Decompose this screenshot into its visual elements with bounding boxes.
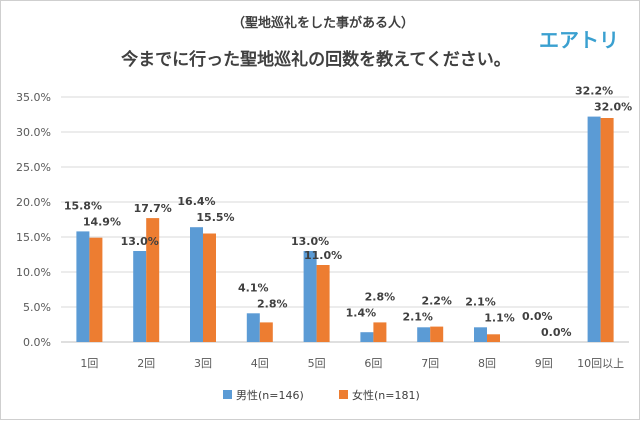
- data-label-female: 2.8%: [365, 290, 396, 303]
- y-tick-label: 20.0%: [16, 196, 51, 209]
- legend-label: 男性(n=146): [236, 388, 304, 402]
- bar-female: [600, 118, 614, 342]
- bar-female: [316, 265, 330, 342]
- x-tick-label: 4回: [251, 357, 269, 370]
- x-tick-label: 8回: [478, 357, 496, 370]
- data-label-male: 2.1%: [402, 311, 433, 324]
- data-labels: 15.8%14.9%13.0%17.7%16.4%15.5%4.1%2.8%13…: [64, 85, 632, 339]
- data-label-female: 11.0%: [304, 249, 342, 262]
- x-tick-label: 2回: [137, 357, 155, 370]
- x-tick-label: 5回: [308, 357, 326, 370]
- data-label-male: 32.2%: [575, 85, 613, 98]
- x-tick-label: 10回以上: [577, 357, 624, 370]
- bar-male: [587, 116, 601, 342]
- data-label-female: 2.2%: [421, 295, 452, 308]
- y-tick-label: 35.0%: [16, 91, 51, 104]
- data-label-female: 17.7%: [134, 202, 172, 215]
- legend-swatch: [339, 390, 348, 399]
- data-label-male: 16.4%: [177, 195, 215, 208]
- bar-female: [373, 322, 387, 342]
- chart-title: 今までに行った聖地巡礼の回数を教えてください。: [121, 49, 511, 70]
- bar-female: [430, 326, 444, 342]
- data-label-male: 15.8%: [64, 199, 102, 212]
- data-label-male: 2.1%: [465, 295, 496, 308]
- bar-male: [417, 327, 431, 342]
- x-tick-label: 3回: [194, 357, 212, 370]
- data-label-male: 1.4%: [346, 306, 377, 319]
- legend: 男性(n=146) 女性(n=181): [223, 388, 420, 402]
- chart-subtitle: （聖地巡礼をした事がある人）: [232, 15, 414, 31]
- y-axis: 0.0% 5.0% 10.0% 15.0% 20.0% 25.0% 30.0% 35.0%: [16, 91, 51, 349]
- brand-logo: エアトリ: [539, 28, 619, 52]
- bars: [76, 116, 614, 342]
- y-tick-label: 25.0%: [16, 161, 51, 174]
- bar-male: [474, 327, 487, 342]
- x-tick-label: 7回: [421, 357, 439, 370]
- data-label-male: 13.0%: [291, 235, 329, 248]
- data-label-female: 15.5%: [196, 211, 234, 224]
- bar-female: [203, 233, 216, 342]
- bar-male: [360, 332, 374, 342]
- data-label-male: 0.0%: [522, 310, 553, 323]
- data-label-female: 2.8%: [257, 297, 288, 310]
- bar-female: [89, 237, 103, 342]
- data-label-male: 13.0%: [121, 235, 159, 248]
- bar-male: [246, 313, 260, 342]
- bar-male: [133, 251, 147, 342]
- bar-female: [259, 322, 273, 342]
- bar-female: [487, 334, 500, 342]
- y-tick-label: 5.0%: [23, 301, 51, 314]
- legend-label: 女性(n=181): [352, 388, 420, 402]
- data-label-female: 32.0%: [594, 101, 632, 114]
- y-tick-label: 10.0%: [16, 266, 51, 279]
- legend-swatch: [223, 390, 232, 399]
- bar-male: [303, 251, 317, 342]
- bar-female: [146, 218, 160, 342]
- y-tick-label: 30.0%: [16, 126, 51, 139]
- data-label-female: 0.0%: [541, 326, 572, 339]
- x-tick-label: 9回: [535, 357, 553, 370]
- bar-male: [190, 227, 203, 342]
- y-tick-label: 0.0%: [23, 336, 51, 349]
- data-label-female: 1.1%: [484, 311, 515, 324]
- y-tick-label: 15.0%: [16, 231, 51, 244]
- bar-male: [76, 231, 90, 342]
- data-label-male: 4.1%: [238, 281, 269, 294]
- data-label-female: 14.9%: [83, 215, 121, 228]
- x-tick-label: 6回: [364, 357, 382, 370]
- x-axis: 1回 2回 3回 4回 5回 6回 7回 8回 9回 10回以上: [80, 357, 624, 370]
- x-tick-label: 1回: [80, 357, 98, 370]
